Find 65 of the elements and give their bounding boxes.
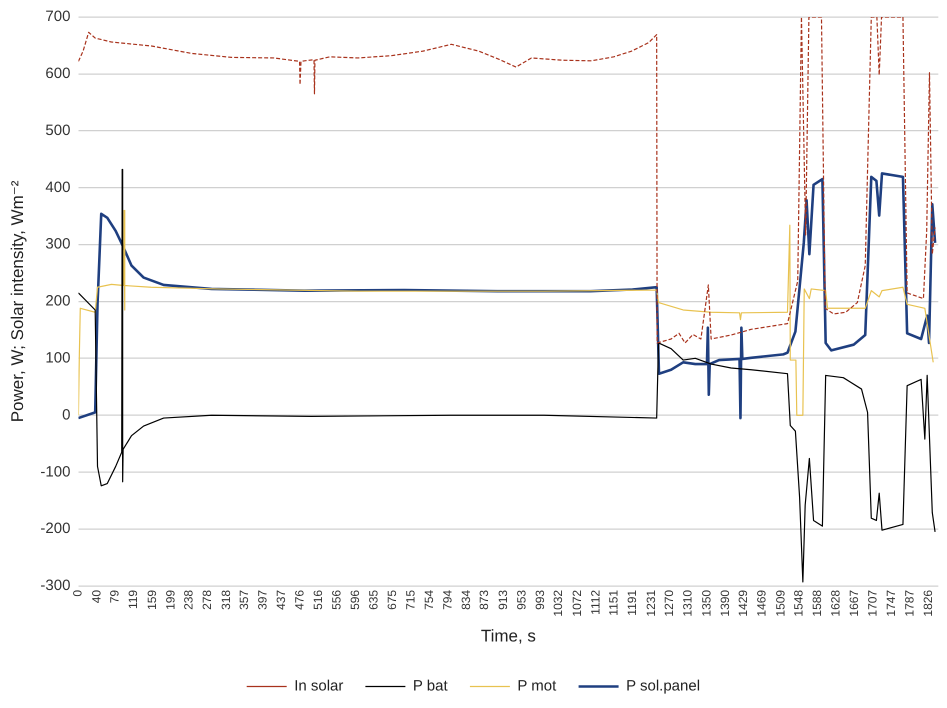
y-tick-label: 300 <box>45 236 70 253</box>
x-tick-label: 754 <box>422 590 436 610</box>
x-tick-label: 40 <box>89 590 104 604</box>
x-tick-label: 1231 <box>644 590 658 617</box>
x-tick-label: 1350 <box>699 590 714 617</box>
x-tick-label: 318 <box>218 590 233 610</box>
y-tick-label: -200 <box>40 520 70 538</box>
legend-label: P mot <box>517 678 558 695</box>
x-tick-label: 556 <box>330 590 344 610</box>
x-tick-label: 834 <box>459 590 474 610</box>
legend-label: In solar <box>294 678 344 695</box>
x-tick-label: 357 <box>236 590 251 610</box>
x-tick-label: 635 <box>366 590 380 610</box>
y-tick-label: 200 <box>45 292 70 310</box>
x-tick-label: 1787 <box>902 590 917 617</box>
x-tick-label: 1270 <box>662 590 676 617</box>
x-tick-label: 1509 <box>773 590 788 617</box>
x-tick-label: 1469 <box>754 590 769 617</box>
y-axis-title: Power, W; Solar intensity, Wm⁻² <box>8 180 27 422</box>
x-tick-label: 397 <box>256 590 270 610</box>
x-axis-title: Time, s <box>480 626 536 646</box>
line-series <box>78 17 936 344</box>
x-tick-label: 1826 <box>920 590 935 617</box>
y-tick-label: -300 <box>40 577 70 594</box>
x-tick-label: 993 <box>533 590 548 610</box>
x-tick-label: 715 <box>404 590 418 610</box>
x-tick-label: 1390 <box>718 590 732 617</box>
x-tick-label: 1151 <box>606 590 621 616</box>
x-tick-label: 476 <box>292 590 306 610</box>
x-tick-label: 278 <box>200 590 214 610</box>
y-tick-label: 0 <box>62 406 70 424</box>
x-tick-label: 873 <box>477 590 492 610</box>
x-tick-label: 1548 <box>791 590 806 617</box>
x-tick-label: 1667 <box>846 590 861 617</box>
x-tick-label: 79 <box>108 590 122 604</box>
x-tick-label: 1191 <box>625 590 640 616</box>
x-tick-label: 238 <box>182 590 196 610</box>
x-tick-label: 675 <box>384 590 399 610</box>
x-tick-label: 1310 <box>680 590 695 617</box>
x-tick-label: 794 <box>440 590 454 610</box>
y-tick-label: -100 <box>40 463 70 480</box>
x-tick-label: 596 <box>348 590 362 610</box>
y-tick-label: 500 <box>45 122 70 139</box>
x-tick-label: 199 <box>163 590 178 610</box>
y-tick-label: 700 <box>45 8 70 26</box>
y-tick-label: 400 <box>45 178 70 196</box>
x-tick-label: 437 <box>274 590 288 610</box>
x-tick-label: 1707 <box>865 590 880 617</box>
x-tick-label: 1628 <box>828 590 843 617</box>
x-tick-label: 1588 <box>810 590 824 617</box>
x-tick-label: 1032 <box>551 590 566 617</box>
x-tick-label: 1072 <box>570 590 584 617</box>
y-tick-label: 600 <box>45 65 70 82</box>
x-tick-label: 516 <box>310 590 325 610</box>
legend-label: P bat <box>412 678 448 695</box>
x-tick-label: 913 <box>496 590 510 610</box>
legend-label: P sol.panel <box>626 678 700 695</box>
x-tick-label: 953 <box>514 590 528 610</box>
x-tick-label: 119 <box>126 590 140 610</box>
x-tick-label: 1429 <box>736 590 750 617</box>
y-tick-label: 100 <box>45 349 70 366</box>
x-tick-label: 0 <box>70 590 85 597</box>
x-tick-label: 1112 <box>588 590 602 615</box>
x-tick-label: 159 <box>144 590 159 610</box>
x-tick-label: 1747 <box>884 590 898 617</box>
